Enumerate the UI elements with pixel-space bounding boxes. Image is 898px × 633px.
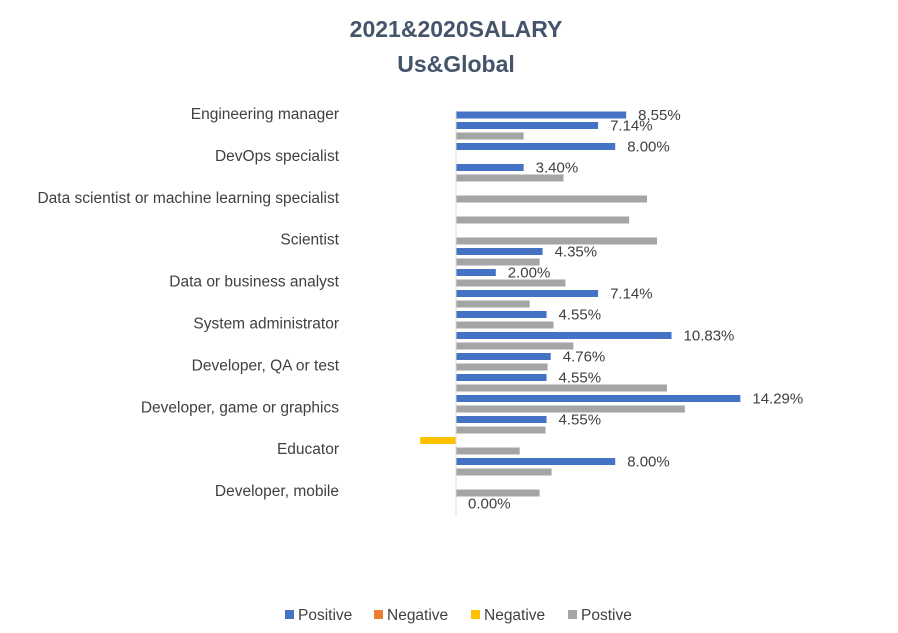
bar <box>456 237 657 245</box>
bar <box>456 489 540 497</box>
category-label: Data or business analyst <box>169 274 339 291</box>
legend-label: Negative <box>484 607 545 624</box>
bar <box>456 258 540 266</box>
bar <box>456 132 524 140</box>
category-label: Developer, QA or test <box>192 357 340 374</box>
bar <box>456 311 547 318</box>
bar <box>456 416 547 423</box>
data-label: 4.76% <box>563 349 606 366</box>
bar <box>456 468 552 476</box>
legend-swatch <box>568 610 577 619</box>
data-label: 8.00% <box>627 454 670 471</box>
legend-swatch <box>471 610 480 619</box>
data-label: 0.00% <box>468 496 511 513</box>
data-label: 2.00% <box>508 265 551 282</box>
data-label: 8.55% <box>638 107 681 124</box>
bar <box>456 195 648 203</box>
data-label: 14.29% <box>752 391 803 408</box>
category-label: DevOps specialist <box>215 148 340 165</box>
bar <box>456 332 672 339</box>
category-label: Scientist <box>280 232 339 249</box>
bar <box>456 111 627 119</box>
data-label: 7.14% <box>610 286 653 303</box>
legend-label: Postive <box>581 607 632 624</box>
bar <box>420 437 456 444</box>
legend-swatch <box>374 610 383 619</box>
bar <box>456 164 524 171</box>
data-label: 7.14% <box>610 118 653 135</box>
data-labels: 8.55%7.14%8.00%3.40%4.35%2.00%7.14%4.55%… <box>468 107 803 513</box>
data-label: 10.83% <box>684 328 735 345</box>
bar <box>456 174 564 182</box>
bar <box>456 447 520 455</box>
category-label: Educator <box>277 441 339 458</box>
bar <box>456 290 599 297</box>
bar <box>456 426 546 434</box>
bar <box>456 363 548 371</box>
category-label: Developer, game or graphics <box>141 399 339 416</box>
bar <box>456 384 667 392</box>
legend: Positive Negative Negative Postive <box>285 607 632 624</box>
legend-label: Positive <box>298 607 352 624</box>
legend-swatch <box>285 610 294 619</box>
data-label: 4.55% <box>559 370 602 387</box>
bar <box>456 143 616 150</box>
category-axis: Engineering manager DevOps specialist Data… <box>37 106 339 500</box>
bar <box>456 216 630 224</box>
category-label: Engineering manager <box>191 106 339 123</box>
data-label: 8.00% <box>627 139 670 156</box>
data-label: 4.35% <box>555 244 598 261</box>
bar <box>456 374 547 381</box>
category-label: Data scientist or machine learning speci… <box>37 190 339 207</box>
category-label: Developer, mobile <box>215 483 339 500</box>
data-label: 4.55% <box>559 307 602 324</box>
bar <box>456 269 496 276</box>
chart-title: 2021&2020SALARY <box>350 16 563 42</box>
bar <box>456 405 685 413</box>
chart-subtitle: Us&Global <box>397 51 515 77</box>
data-label: 4.55% <box>559 412 602 429</box>
bar <box>456 300 530 308</box>
bar <box>456 122 599 129</box>
bar <box>456 395 741 402</box>
bar <box>456 353 551 360</box>
bar <box>456 279 566 287</box>
legend-label: Negative <box>387 607 448 624</box>
category-label: System administrator <box>193 316 339 333</box>
bar <box>456 458 616 465</box>
bar <box>456 248 543 255</box>
bar <box>456 342 574 350</box>
bar <box>456 321 554 329</box>
bars <box>420 111 741 497</box>
data-label: 3.40% <box>536 160 579 177</box>
